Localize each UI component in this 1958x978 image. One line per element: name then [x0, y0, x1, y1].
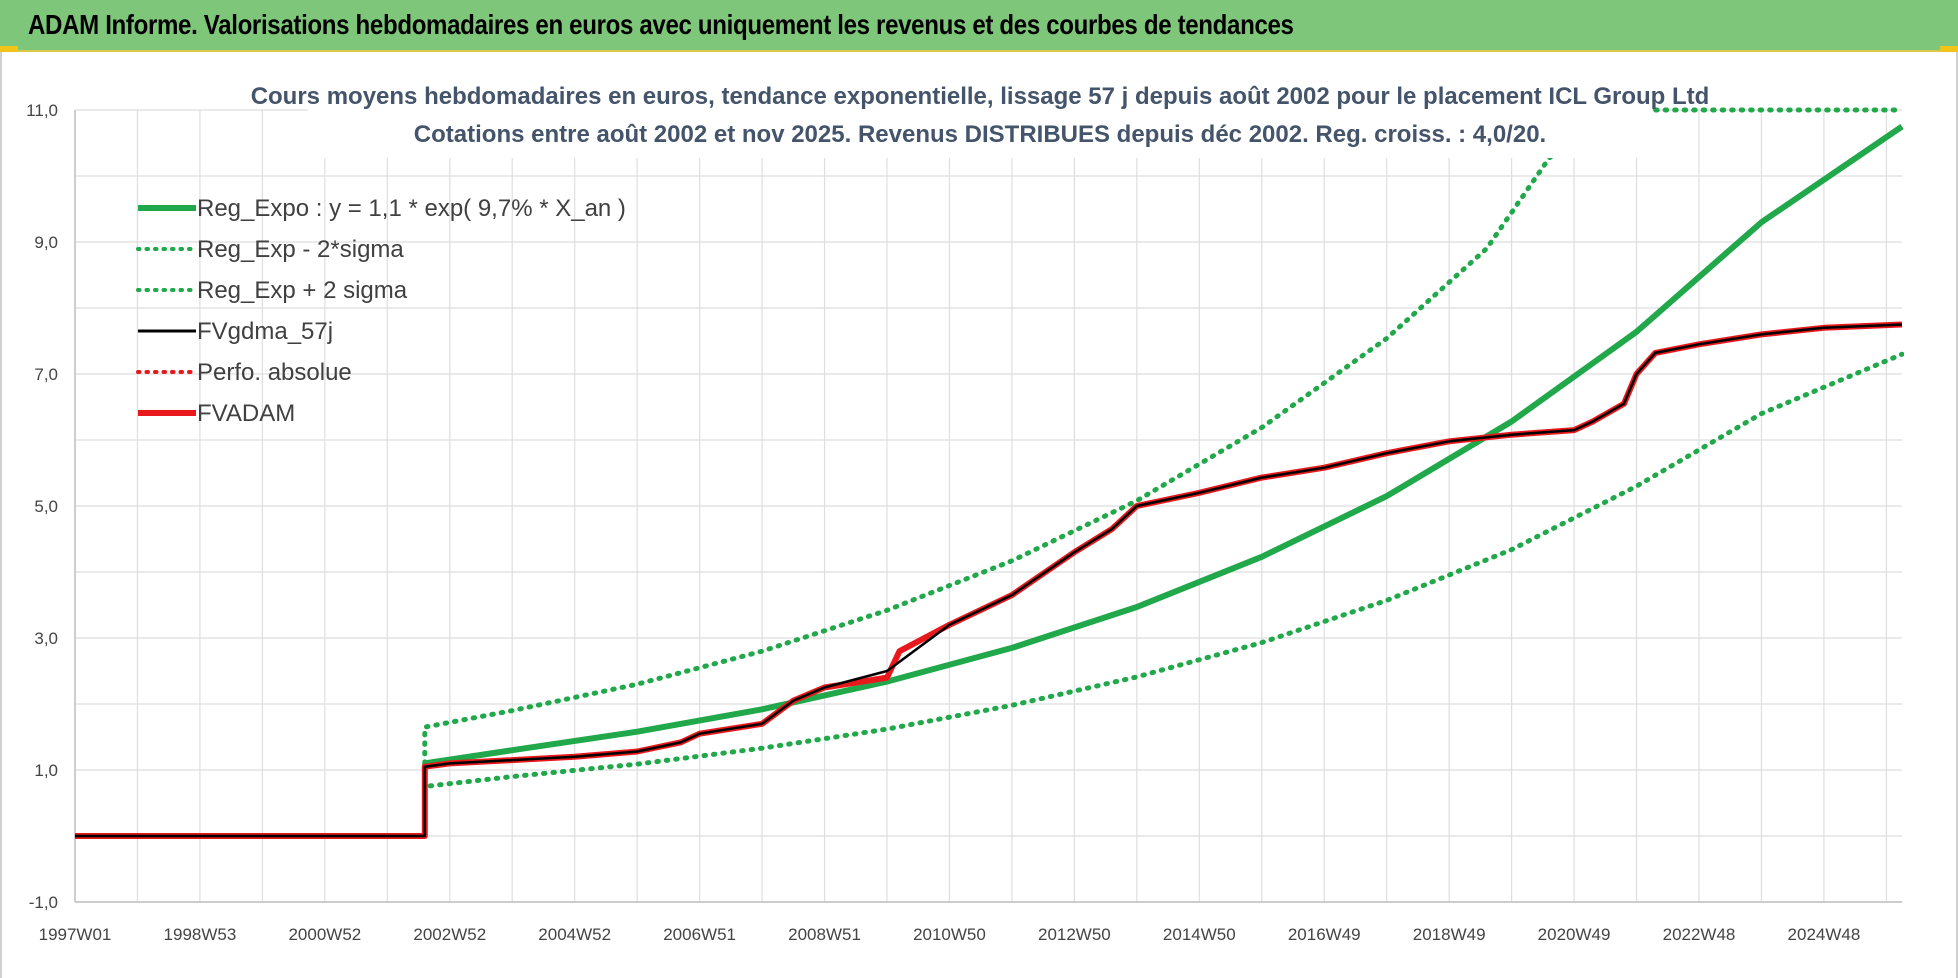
axis-tick-labels: -1,0 1,0 3,0 5,0 7,0 9,0 11,0 1997W01 1998W53 200… [26, 101, 1860, 944]
legend-label: FVgdma_57j [197, 318, 333, 345]
legend-label: FVADAM [197, 400, 295, 427]
y-tick-label: -1,0 [29, 893, 58, 912]
chart-title-line-1: Cours moyens hebdomadaires en euros, ten… [251, 83, 1710, 110]
report-title: ADAM Informe. Valorisations hebdomadaire… [28, 9, 1294, 40]
x-tick-label: 2014W50 [1163, 925, 1236, 944]
y-tick-label: 3,0 [34, 629, 58, 648]
x-tick-label: 1997W01 [39, 925, 112, 944]
series-line-reg-expo [424, 124, 1904, 767]
x-tick-label: 2008W51 [788, 925, 861, 944]
x-tick-label: 2024W48 [1788, 925, 1861, 944]
series-line-reg-exp-2-sigma [422, 107, 1904, 766]
chart-grid [74, 109, 1902, 903]
chart-frame [0, 52, 1958, 978]
y-tick-label: 9,0 [34, 233, 58, 252]
y-tick-label: 1,0 [34, 761, 58, 780]
legend-label: Perfo. absolue [197, 359, 352, 386]
corner-marker-left [0, 46, 18, 52]
x-tick-label: 2004W52 [538, 925, 611, 944]
series-line-fvadam [75, 321, 1903, 839]
corner-marker-right [1940, 46, 1958, 52]
x-tick-label: 2020W49 [1538, 925, 1611, 944]
chart-title-line-2: Cotations entre août 2002 et nov 2025. R… [414, 121, 1546, 148]
title-background [308, 78, 1652, 158]
chart-legend: Reg_Expo : y = 1,1 * exp( 9,7% * X_an ) R… [136, 195, 626, 427]
x-tick-label: 2022W48 [1663, 925, 1736, 944]
legend-label: Reg_Expo : y = 1,1 * exp( 9,7% * X_an ) [197, 195, 626, 222]
report-banner: ADAM Informe. Valorisations hebdomadaire… [0, 0, 1958, 52]
chart-series-layer [75, 107, 1904, 839]
x-tick-label: 2010W50 [913, 925, 986, 944]
y-tick-label: 7,0 [34, 365, 58, 384]
x-tick-label: 2000W52 [288, 925, 361, 944]
legend-label: Reg_Exp + 2 sigma [197, 277, 408, 304]
legend-label: Reg_Exp - 2*sigma [197, 236, 404, 263]
y-tick-label: 11,0 [26, 101, 58, 120]
x-tick-label: 2012W50 [1038, 925, 1111, 944]
x-tick-label: 2002W52 [413, 925, 486, 944]
x-tick-label: 2018W49 [1413, 925, 1486, 944]
x-tick-label: 2006W51 [663, 925, 736, 944]
series-line-fvgdma-57j [75, 323, 1903, 838]
y-tick-label: 5,0 [34, 497, 58, 516]
series-line-reg-exp-2-sigma [422, 351, 1904, 789]
x-tick-label: 2016W49 [1288, 925, 1361, 944]
x-tick-label: 1998W53 [164, 925, 237, 944]
